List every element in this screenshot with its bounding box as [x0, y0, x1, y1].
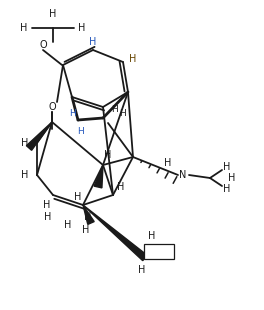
Text: H: H — [111, 105, 117, 114]
Text: H: H — [89, 37, 97, 47]
Text: H: H — [21, 170, 29, 180]
Text: O: O — [48, 102, 56, 112]
FancyBboxPatch shape — [144, 244, 174, 259]
Text: H: H — [129, 54, 137, 64]
Text: H: H — [120, 108, 126, 117]
Text: H: H — [20, 23, 28, 33]
Text: H: H — [78, 23, 86, 33]
Polygon shape — [83, 205, 147, 261]
Text: O: O — [39, 40, 47, 50]
Text: H: H — [104, 150, 112, 160]
Text: H: H — [64, 220, 72, 230]
Text: H: H — [74, 192, 82, 202]
Text: H: H — [138, 265, 146, 275]
Text: H: H — [223, 184, 231, 194]
Text: H: H — [164, 158, 172, 168]
Text: H: H — [84, 212, 92, 222]
Text: H: H — [223, 162, 231, 172]
Text: H: H — [117, 182, 125, 192]
Text: H: H — [44, 212, 52, 222]
Text: N: N — [179, 170, 187, 180]
Text: H: H — [82, 225, 90, 235]
Polygon shape — [94, 165, 103, 188]
Text: H: H — [43, 200, 51, 210]
Polygon shape — [83, 205, 94, 224]
Text: H: H — [49, 9, 57, 19]
Text: H: H — [78, 127, 84, 136]
Text: H: H — [148, 231, 156, 241]
Text: H: H — [70, 108, 76, 117]
Text: H: H — [21, 138, 29, 148]
Text: H: H — [228, 173, 236, 183]
Polygon shape — [26, 122, 52, 150]
Text: Cls: Cls — [152, 246, 166, 255]
